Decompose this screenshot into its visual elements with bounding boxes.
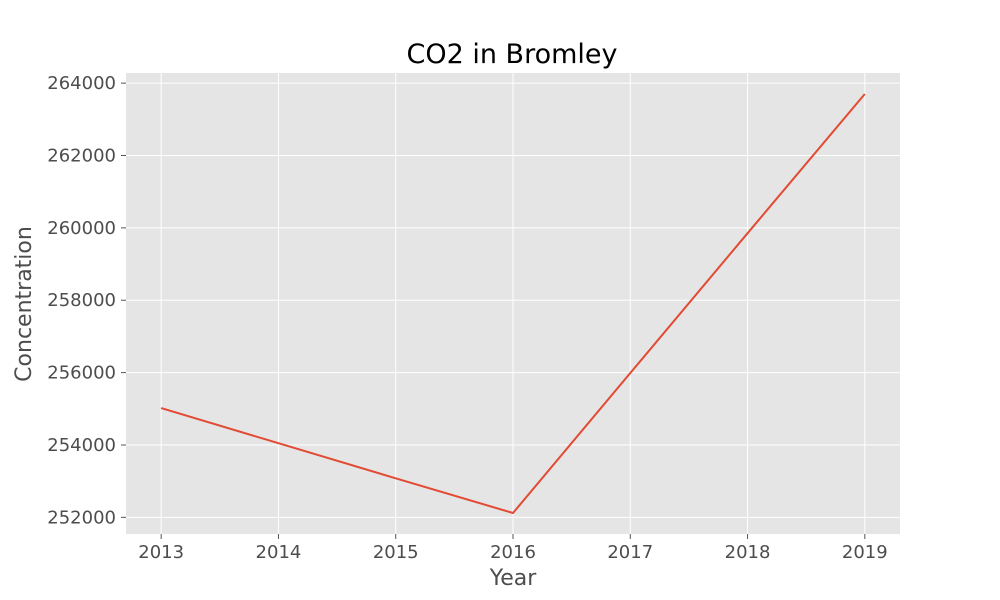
y-tick-label: 260000	[47, 218, 116, 239]
grid	[126, 73, 900, 534]
x-axis-label: Year	[489, 566, 538, 591]
x-tick-label: 2014	[256, 542, 302, 563]
y-tick-label: 262000	[47, 146, 116, 167]
data-point	[395, 477, 397, 479]
y-tick-label: 258000	[47, 290, 116, 311]
series-layer	[160, 93, 866, 514]
y-axis-label: Concentration	[12, 226, 37, 382]
y-tick-label: 254000	[47, 435, 116, 456]
data-point	[512, 512, 514, 514]
x-tick-label: 2016	[490, 542, 536, 563]
data-point	[160, 407, 162, 409]
x-tick-label: 2017	[607, 542, 653, 563]
x-tick-label: 2015	[373, 542, 419, 563]
axis-ticks: 2013 2014 2015 2016 2017 2018 2019 252000 254000…	[47, 73, 887, 563]
x-tick-label: 2019	[842, 542, 888, 563]
data-point	[747, 232, 749, 234]
data-point	[277, 442, 279, 444]
x-tick-label: 2013	[138, 542, 184, 563]
data-point	[864, 93, 866, 95]
chart-title: CO2 in Bromley	[406, 39, 617, 70]
y-tick-label: 256000	[47, 363, 116, 384]
y-tick-label: 252000	[47, 507, 116, 528]
x-tick-label: 2018	[725, 542, 771, 563]
y-tick-label: 264000	[47, 73, 116, 94]
series-line	[160, 93, 866, 514]
data-point	[629, 372, 631, 374]
